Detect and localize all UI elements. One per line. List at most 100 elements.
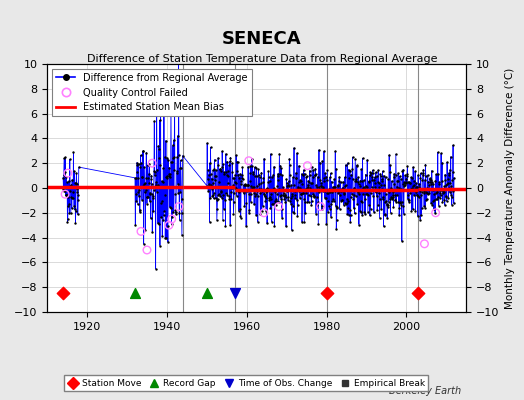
Point <box>310 172 319 178</box>
Point <box>336 187 344 194</box>
Point <box>329 186 337 192</box>
Point <box>424 186 433 193</box>
Point <box>287 182 296 188</box>
Point <box>256 190 264 197</box>
Point <box>230 175 238 182</box>
Point <box>220 171 228 178</box>
Point <box>162 137 170 144</box>
Point <box>315 189 323 196</box>
Point <box>403 171 411 178</box>
Point <box>66 210 74 216</box>
Point <box>210 156 219 163</box>
Point <box>166 171 174 178</box>
Point <box>441 171 449 178</box>
Point <box>364 209 372 216</box>
Point <box>206 171 215 177</box>
Point <box>237 178 246 184</box>
Point <box>394 178 402 184</box>
Point <box>177 157 185 164</box>
Point <box>364 179 373 185</box>
Point <box>374 190 383 196</box>
Point <box>209 192 217 199</box>
Point <box>358 178 366 184</box>
Point <box>356 207 364 214</box>
Point <box>381 174 390 181</box>
Point <box>391 196 400 203</box>
Point <box>392 172 400 178</box>
Point <box>328 178 336 185</box>
Point <box>211 173 220 179</box>
Point <box>169 137 178 143</box>
Point <box>416 216 424 223</box>
Point <box>204 167 212 173</box>
Point <box>275 151 283 157</box>
Point <box>321 170 330 176</box>
Point <box>380 181 388 188</box>
Point <box>337 187 345 194</box>
Point <box>232 185 240 192</box>
Point <box>243 188 251 194</box>
Point <box>226 154 235 161</box>
Point <box>244 164 252 170</box>
Point <box>299 190 307 196</box>
Point <box>422 197 431 203</box>
Point <box>158 198 166 204</box>
Point <box>359 185 367 191</box>
Point <box>228 174 237 181</box>
Point <box>229 182 237 188</box>
Point <box>401 172 409 178</box>
Point <box>169 208 178 215</box>
Point <box>303 185 311 191</box>
Point <box>296 184 304 191</box>
Point <box>414 184 423 190</box>
Point <box>252 212 260 218</box>
Point <box>241 202 249 209</box>
Point <box>149 192 157 199</box>
Point <box>359 177 368 183</box>
Point <box>300 196 308 202</box>
Point <box>337 186 346 192</box>
Point <box>447 192 455 198</box>
Point <box>278 172 287 178</box>
Point <box>253 183 261 190</box>
Point <box>403 163 412 170</box>
Point <box>63 216 72 222</box>
Point <box>288 191 297 197</box>
Point <box>314 221 322 227</box>
Point <box>282 180 291 187</box>
Point <box>307 180 315 186</box>
Point <box>247 198 255 205</box>
Point <box>443 181 452 187</box>
Point <box>167 96 175 103</box>
Point <box>266 178 274 184</box>
Point <box>351 156 359 162</box>
Point <box>133 169 141 175</box>
Point <box>325 206 334 212</box>
Point <box>443 159 451 166</box>
Point <box>384 204 392 210</box>
Point <box>378 176 386 182</box>
Point <box>348 191 356 198</box>
Point <box>163 155 171 161</box>
Point <box>397 202 406 208</box>
Point <box>152 182 160 188</box>
Point <box>275 199 283 206</box>
Point <box>355 183 364 190</box>
Point <box>319 187 328 194</box>
Point <box>324 208 332 215</box>
Point <box>64 170 72 176</box>
Point <box>363 191 371 198</box>
Point <box>369 170 377 177</box>
Point <box>135 186 144 193</box>
Point <box>381 190 390 197</box>
Point <box>334 188 343 195</box>
Point <box>436 192 445 198</box>
Point <box>427 181 435 188</box>
Point <box>174 58 183 65</box>
Point <box>393 192 401 198</box>
Point <box>168 216 176 222</box>
Point <box>392 184 401 190</box>
Point <box>163 222 172 229</box>
Point <box>344 198 353 204</box>
Point <box>351 210 359 217</box>
